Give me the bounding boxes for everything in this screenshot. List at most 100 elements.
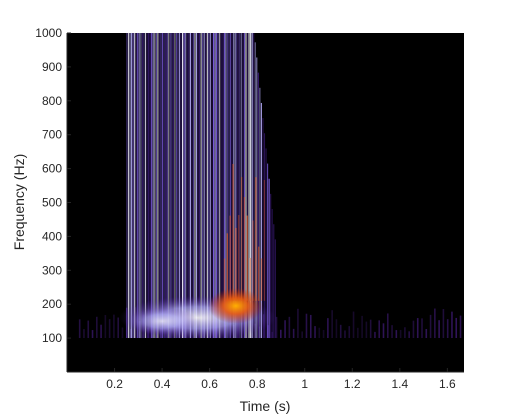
- spectrogram-cell: [265, 148, 267, 339]
- x-tick-label: 1.2: [344, 377, 361, 391]
- spectrogram-cell: [155, 33, 157, 339]
- spectrogram-cell: [301, 331, 303, 339]
- spectrogram-cell: [130, 328, 132, 339]
- y-tick-label: 300: [42, 263, 62, 277]
- spectrogram-cell: [434, 308, 436, 339]
- spectrogram-cell: [144, 33, 147, 339]
- spectrogram-cell: [243, 33, 245, 339]
- spectrogram-cell: [149, 33, 151, 339]
- spectrogram-marks: [67, 33, 464, 372]
- x-tick-label: 0.8: [249, 377, 266, 391]
- spectrogram-cell: [267, 163, 269, 339]
- spectrogram-cell: [132, 33, 134, 339]
- spectrogram-cell: [237, 33, 239, 339]
- spectrogram-cell: [275, 316, 278, 339]
- spectrogram-cell: [138, 33, 140, 339]
- spectrogram-cell: [127, 33, 130, 339]
- spectrogram-cell: [91, 330, 94, 339]
- spectrogram-cell: [348, 326, 351, 339]
- spectrogram-cell: [157, 33, 159, 339]
- spectrogram-cell: [121, 327, 124, 339]
- spectrogram-cell: [219, 33, 221, 339]
- spectrogram-cell: [455, 317, 458, 339]
- spectrogram-cell: [268, 178, 270, 339]
- spectrogram-cell: [260, 102, 262, 339]
- spectrogram-cell: [374, 331, 376, 339]
- spectrogram-cell: [143, 33, 145, 339]
- spectrogram-cell: [365, 321, 368, 339]
- x-tick-label: 1.6: [439, 377, 456, 391]
- spectrogram-cell: [126, 33, 128, 339]
- spectrogram-cell: [166, 33, 168, 339]
- spectrogram-cell: [202, 33, 204, 339]
- spectrogram-cell: [429, 314, 432, 339]
- x-tick-label: 0.4: [154, 377, 171, 391]
- spectrogram-cell: [327, 318, 329, 339]
- spectrogram-cell: [228, 33, 230, 339]
- spectrogram-cell: [382, 323, 385, 339]
- spectrogram-cell: [258, 246, 260, 301]
- spectrogram-cell: [214, 33, 216, 339]
- spectrogram-cell: [211, 33, 213, 339]
- spectrogram-cell: [158, 33, 160, 339]
- spectrogram-cell: [78, 319, 81, 339]
- spectrogram-cell: [235, 227, 237, 301]
- spectrogram-cell: [297, 308, 299, 339]
- spectrogram-cell: [175, 33, 177, 339]
- spectrogram-cell: [236, 33, 238, 339]
- spectrogram-cell: [229, 215, 231, 301]
- spectrogram-cell: [182, 33, 184, 339]
- spectrogram-cell: [83, 329, 85, 339]
- spectrogram-cell: [186, 33, 188, 339]
- spectrogram-cell: [226, 33, 228, 339]
- spectrogram-cell: [331, 310, 333, 339]
- spectrogram-cell: [248, 33, 250, 339]
- spectrogram-cell: [154, 33, 156, 339]
- spectrogram-cell: [146, 33, 148, 339]
- spectrogram-cell: [189, 33, 191, 339]
- spectrogram-cell: [263, 179, 266, 301]
- spectrogram-cell: [288, 316, 291, 339]
- spectrogram-cell: [234, 33, 236, 339]
- spectrogram-cell: [243, 196, 246, 301]
- spectrogram-cell: [263, 133, 266, 339]
- spectrogram-cell: [225, 33, 227, 339]
- spectrogram-cell: [273, 224, 275, 339]
- spectrogram-cell: [188, 33, 190, 339]
- spectrogram-cell: [459, 315, 462, 339]
- spectrogram-cell: [270, 193, 272, 339]
- spectrogram-cell: [252, 220, 254, 301]
- spectrogram-cell: [134, 33, 136, 339]
- spectrogram-cell: [412, 320, 415, 339]
- spectrogram-cell: [185, 33, 187, 339]
- spectrogram-cell: [250, 33, 252, 339]
- spectrogram-cell: [239, 33, 241, 339]
- spectrogram-cell: [271, 209, 273, 339]
- spectrogram-cell: [231, 33, 233, 339]
- spectrogram-cell: [216, 33, 218, 339]
- spectrogram-cell: [395, 330, 398, 339]
- spectrogram-cell: [309, 314, 312, 339]
- spectrogram-cell: [194, 33, 196, 339]
- spectrogram-cell: [137, 33, 139, 339]
- spectrogram-cell: [220, 33, 222, 339]
- spectrogram-cell: [163, 33, 165, 339]
- spectrogram-cell: [178, 33, 181, 339]
- spectrogram-cell: [223, 258, 226, 301]
- spectrogram-cell: [208, 33, 210, 339]
- x-axis-ticks: 0.2 0.4 0.6 0.8 1 1.2 1.4 1.6: [106, 368, 456, 391]
- spectrogram-cell: [67, 338, 464, 372]
- y-tick-label: 600: [42, 162, 62, 176]
- spectrogram-cell: [260, 258, 263, 301]
- spectrogram-cell: [212, 33, 215, 339]
- spectrogram-cell: [292, 328, 295, 339]
- spectrogram-cell: [446, 319, 449, 339]
- spectrogram-cell: [192, 33, 194, 339]
- spectrogram-cell: [183, 33, 185, 339]
- spectrogram-cell: [226, 233, 228, 301]
- y-axis-label: Frequency (Hz): [11, 154, 27, 250]
- x-tick-label: 1.4: [391, 377, 408, 391]
- y-axis-ticks: 100 200 300 400 500 600 700 800 900 1000: [35, 26, 71, 345]
- spectrogram-cell: [314, 326, 316, 339]
